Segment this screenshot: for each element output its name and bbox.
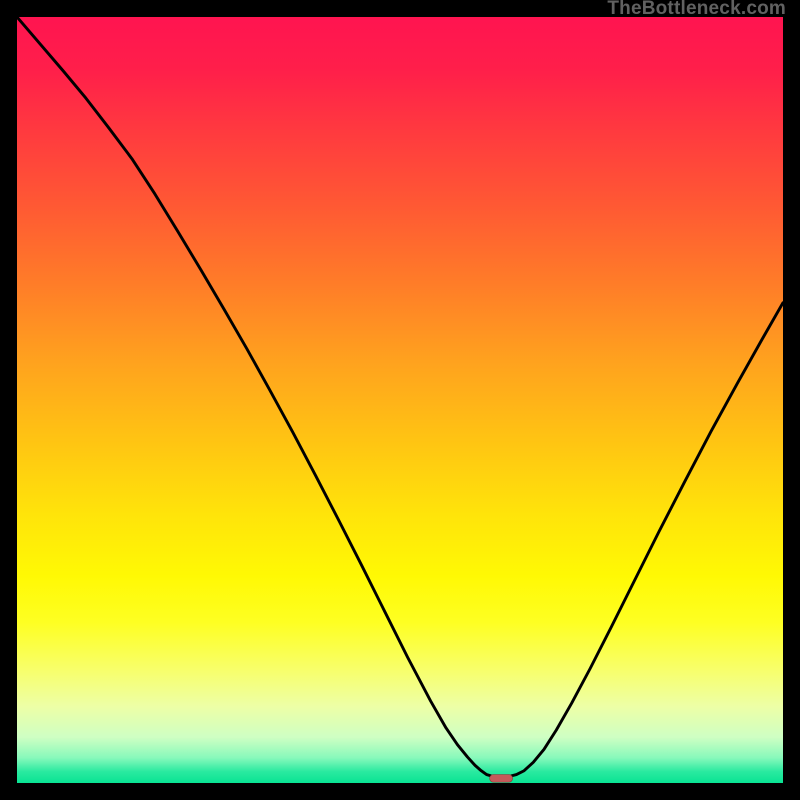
- plot-area: [17, 17, 783, 783]
- bottleneck-curve-chart: [17, 17, 783, 783]
- gradient-background: [17, 17, 783, 783]
- chart-frame: TheBottleneck.com: [0, 0, 800, 800]
- optimal-point-marker: [490, 775, 513, 783]
- watermark-text: TheBottleneck.com: [607, 0, 786, 20]
